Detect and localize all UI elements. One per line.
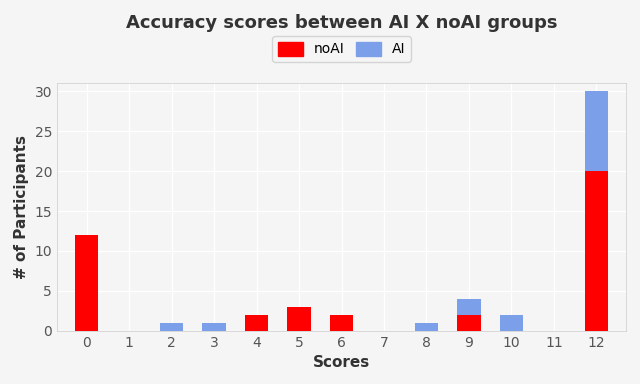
Bar [457,315,481,331]
Bar [415,323,438,331]
Bar [75,299,99,331]
Y-axis label: # of Participants: # of Participants [14,135,29,279]
Bar [585,91,608,331]
Legend: noAI, AI: noAI, AI [272,36,411,62]
Bar [330,315,353,331]
Bar [457,299,481,331]
X-axis label: Scores: Scores [313,355,370,370]
Bar [160,323,183,331]
Bar [500,315,523,331]
Bar [330,323,353,331]
Bar [245,315,268,331]
Title: Accuracy scores between AI X noAI groups: Accuracy scores between AI X noAI groups [126,14,557,32]
Bar [75,235,99,331]
Bar [287,323,311,331]
Bar [585,171,608,331]
Bar [202,323,226,331]
Bar [287,307,311,331]
